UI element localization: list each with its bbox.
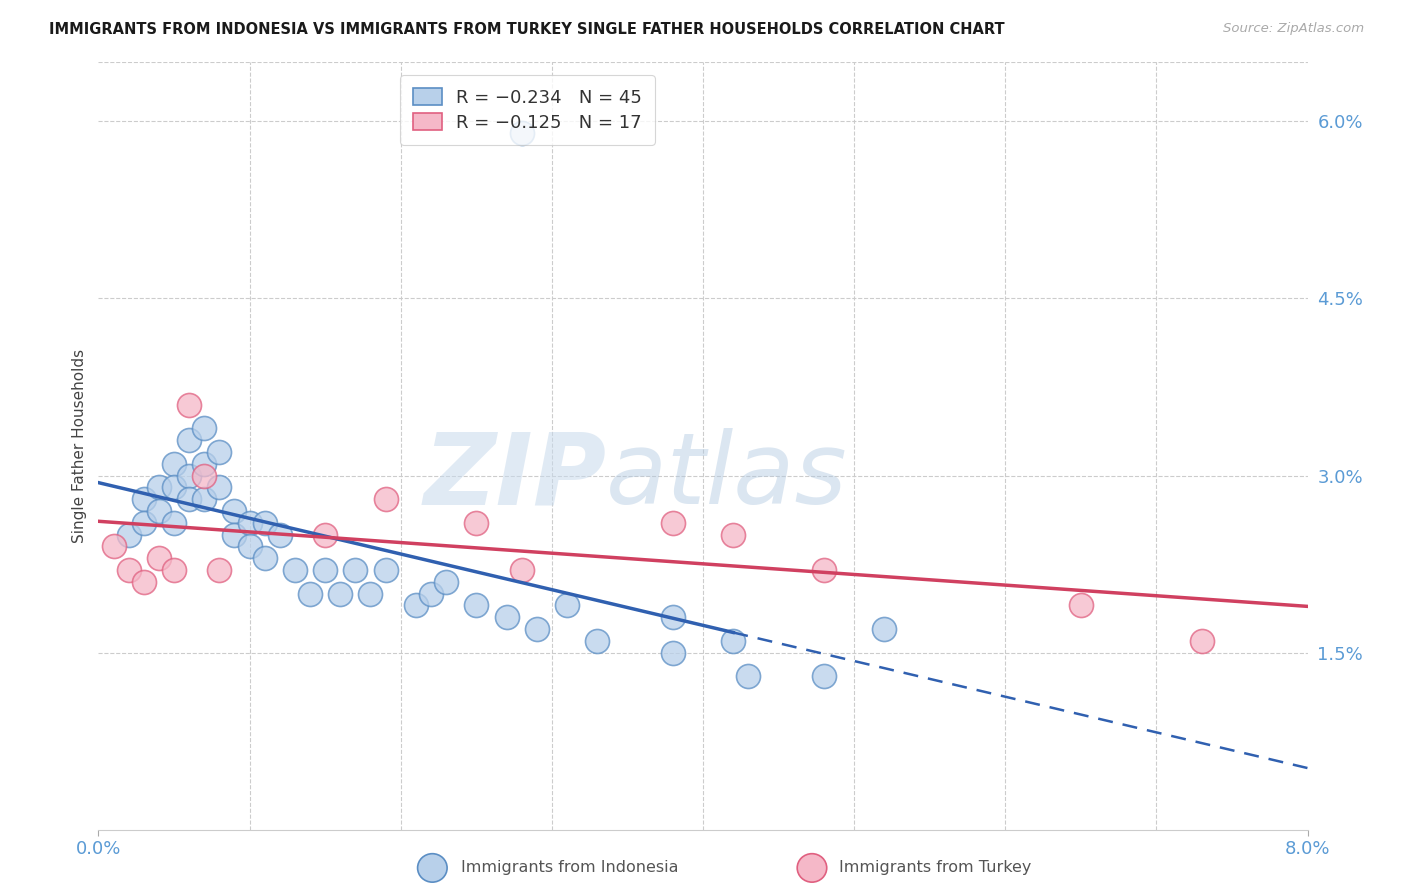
- Text: Immigrants from Turkey: Immigrants from Turkey: [839, 860, 1032, 874]
- Point: [405, 599, 427, 613]
- Point: [253, 516, 276, 530]
- Point: [132, 574, 155, 589]
- Text: ZIP: ZIP: [423, 428, 606, 525]
- Point: [661, 646, 683, 660]
- Point: [360, 586, 382, 600]
- Point: [723, 527, 745, 541]
- Circle shape: [797, 854, 827, 882]
- Point: [118, 563, 141, 577]
- Point: [510, 126, 533, 140]
- Point: [737, 669, 759, 683]
- Point: [526, 622, 548, 636]
- Point: [495, 610, 517, 624]
- Point: [344, 563, 367, 577]
- Point: [179, 468, 201, 483]
- Point: [1070, 599, 1092, 613]
- Point: [813, 563, 835, 577]
- Point: [163, 563, 186, 577]
- Point: [148, 504, 170, 518]
- Point: [163, 480, 186, 494]
- Text: IMMIGRANTS FROM INDONESIA VS IMMIGRANTS FROM TURKEY SINGLE FATHER HOUSEHOLDS COR: IMMIGRANTS FROM INDONESIA VS IMMIGRANTS …: [49, 22, 1005, 37]
- Point: [420, 586, 443, 600]
- Point: [314, 527, 336, 541]
- Text: Source: ZipAtlas.com: Source: ZipAtlas.com: [1223, 22, 1364, 36]
- Point: [208, 563, 231, 577]
- Point: [179, 398, 201, 412]
- Point: [132, 516, 155, 530]
- Y-axis label: Single Father Households: Single Father Households: [72, 349, 87, 543]
- Point: [148, 480, 170, 494]
- Point: [1191, 633, 1213, 648]
- Point: [208, 445, 231, 459]
- Point: [148, 551, 170, 566]
- Point: [661, 516, 683, 530]
- Text: Immigrants from Indonesia: Immigrants from Indonesia: [461, 860, 679, 874]
- Point: [208, 480, 231, 494]
- Point: [163, 516, 186, 530]
- Point: [253, 551, 276, 566]
- Point: [374, 563, 396, 577]
- Text: atlas: atlas: [606, 428, 848, 525]
- Point: [179, 433, 201, 447]
- Point: [163, 457, 186, 471]
- Point: [224, 527, 246, 541]
- Point: [465, 516, 488, 530]
- Point: [314, 563, 336, 577]
- Text: R = 0.234: R = 0.234: [502, 869, 510, 871]
- Point: [329, 586, 352, 600]
- Point: [239, 516, 262, 530]
- Point: [299, 586, 322, 600]
- Point: [103, 539, 125, 553]
- Point: [510, 563, 533, 577]
- Point: [269, 527, 291, 541]
- Point: [193, 421, 215, 435]
- Point: [239, 539, 262, 553]
- Point: [586, 633, 609, 648]
- Circle shape: [418, 854, 447, 882]
- Point: [193, 468, 215, 483]
- Point: [555, 599, 578, 613]
- Point: [723, 633, 745, 648]
- Point: [193, 492, 215, 507]
- Point: [284, 563, 307, 577]
- Point: [873, 622, 896, 636]
- Point: [465, 599, 488, 613]
- Point: [132, 492, 155, 507]
- Legend: R = −0.234   N = 45, R = −0.125   N = 17: R = −0.234 N = 45, R = −0.125 N = 17: [401, 75, 655, 145]
- Point: [179, 492, 201, 507]
- Point: [813, 669, 835, 683]
- Point: [224, 504, 246, 518]
- Point: [193, 457, 215, 471]
- Point: [661, 610, 683, 624]
- Point: [434, 574, 457, 589]
- Point: [374, 492, 396, 507]
- Point: [118, 527, 141, 541]
